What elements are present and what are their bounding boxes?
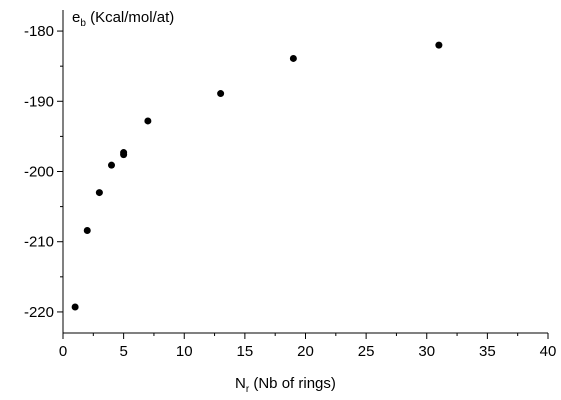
x-axis-label-subscript: r [246, 384, 250, 395]
tick-labels: 0 5 10 15 20 25 30 35 40 -220 -210 -200 -190 -180 [24, 23, 556, 360]
x-tick-label-5: 5 [119, 343, 127, 360]
x-tick-label-25: 25 [358, 343, 375, 360]
y-axis-label: eb (Kcal/mol/at) [72, 9, 174, 29]
y-axis-label-main: e [72, 9, 80, 26]
x-tick-label-0: 0 [59, 343, 67, 360]
y-axis-label-subscript: b [80, 18, 86, 29]
x-tick-label-35: 35 [479, 343, 496, 360]
y-tick-label--180: -180 [24, 23, 54, 40]
x-tick-label-30: 30 [418, 343, 435, 360]
data-point-8 [289, 54, 297, 62]
x-tick-label-40: 40 [540, 343, 557, 360]
data-point-5 [120, 151, 128, 159]
y-tick-label--190: -190 [24, 93, 54, 110]
y-axis-label-rest: (Kcal/mol/at) [86, 9, 174, 26]
y-tick-label--220: -220 [24, 304, 54, 321]
data-point-7 [217, 90, 225, 98]
data-point-3 [108, 161, 115, 169]
data-point-6 [144, 117, 152, 125]
data-point-1 [83, 226, 91, 234]
data-point-2 [95, 189, 103, 197]
y-tick-label--200: -200 [24, 164, 54, 181]
axes [62, 10, 548, 334]
ticks [57, 30, 549, 339]
data-points [71, 41, 443, 311]
data-point-0 [71, 303, 79, 311]
x-axis-label: Nr (Nb of rings) [235, 375, 336, 395]
x-tick-label-20: 20 [297, 343, 314, 360]
x-tick-label-15: 15 [237, 343, 254, 360]
x-axis-label-rest: (Nb of rings) [249, 375, 336, 392]
x-axis-label-main: N [235, 375, 246, 392]
y-tick-label--210: -210 [24, 234, 54, 251]
x-tick-label-10: 10 [176, 343, 193, 360]
data-point-9 [435, 41, 443, 49]
